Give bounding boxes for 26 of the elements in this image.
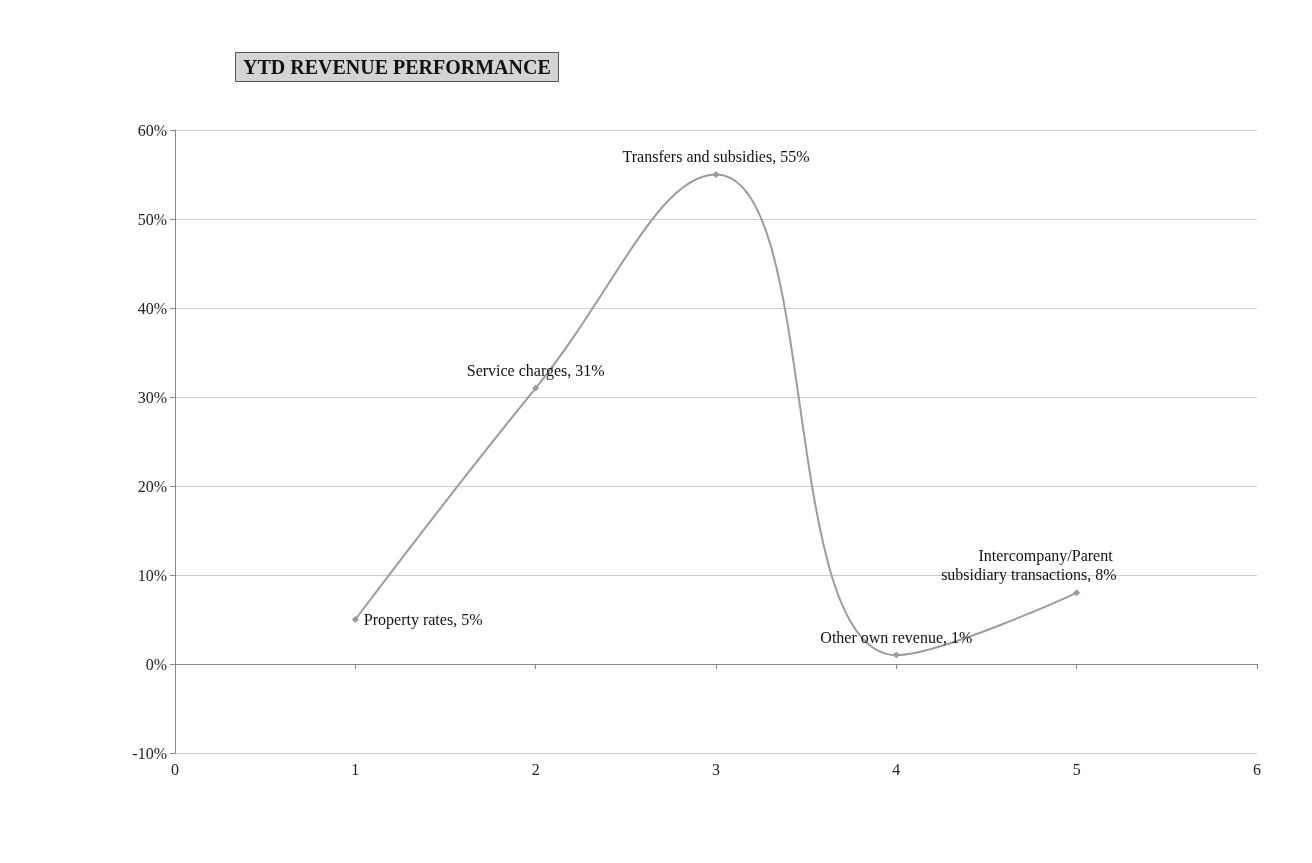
data-label: Other own revenue, 1% [820,628,973,646]
y-tick-label: 50% [137,210,167,228]
x-tick-label: 2 [531,760,540,778]
point [892,651,900,659]
x-tick-label: 4 [892,760,901,778]
x-tick-label: 6 [1253,760,1261,778]
y-tick-label: 10% [137,566,167,584]
y-tick-label: 20% [137,477,167,495]
x-tick-label: 0 [171,760,179,778]
data-label: Intercompany/Parent subsidiary transactions, 8% [941,547,1117,585]
data-label: Service charges, 31% [466,361,605,380]
y-tick-label: 60% [137,121,167,139]
y-tick-label: 0% [145,655,167,673]
x-tick-label: 1 [351,760,360,778]
point [712,171,720,178]
y-tick-label: -10% [132,744,167,762]
data-label: Property rates, 5% [363,611,483,629]
data-label: Transfers and subsidies, 55% [622,148,810,165]
point [351,616,359,623]
point [1073,589,1081,597]
x-tick-label: 3 [712,760,720,778]
x-tick-label: 5 [1072,760,1081,778]
point [532,384,540,392]
y-tick-label: 40% [137,299,167,317]
chart-title: YTD REVENUE PERFORMANCE [243,56,551,78]
y-tick-label: 30% [137,388,167,406]
